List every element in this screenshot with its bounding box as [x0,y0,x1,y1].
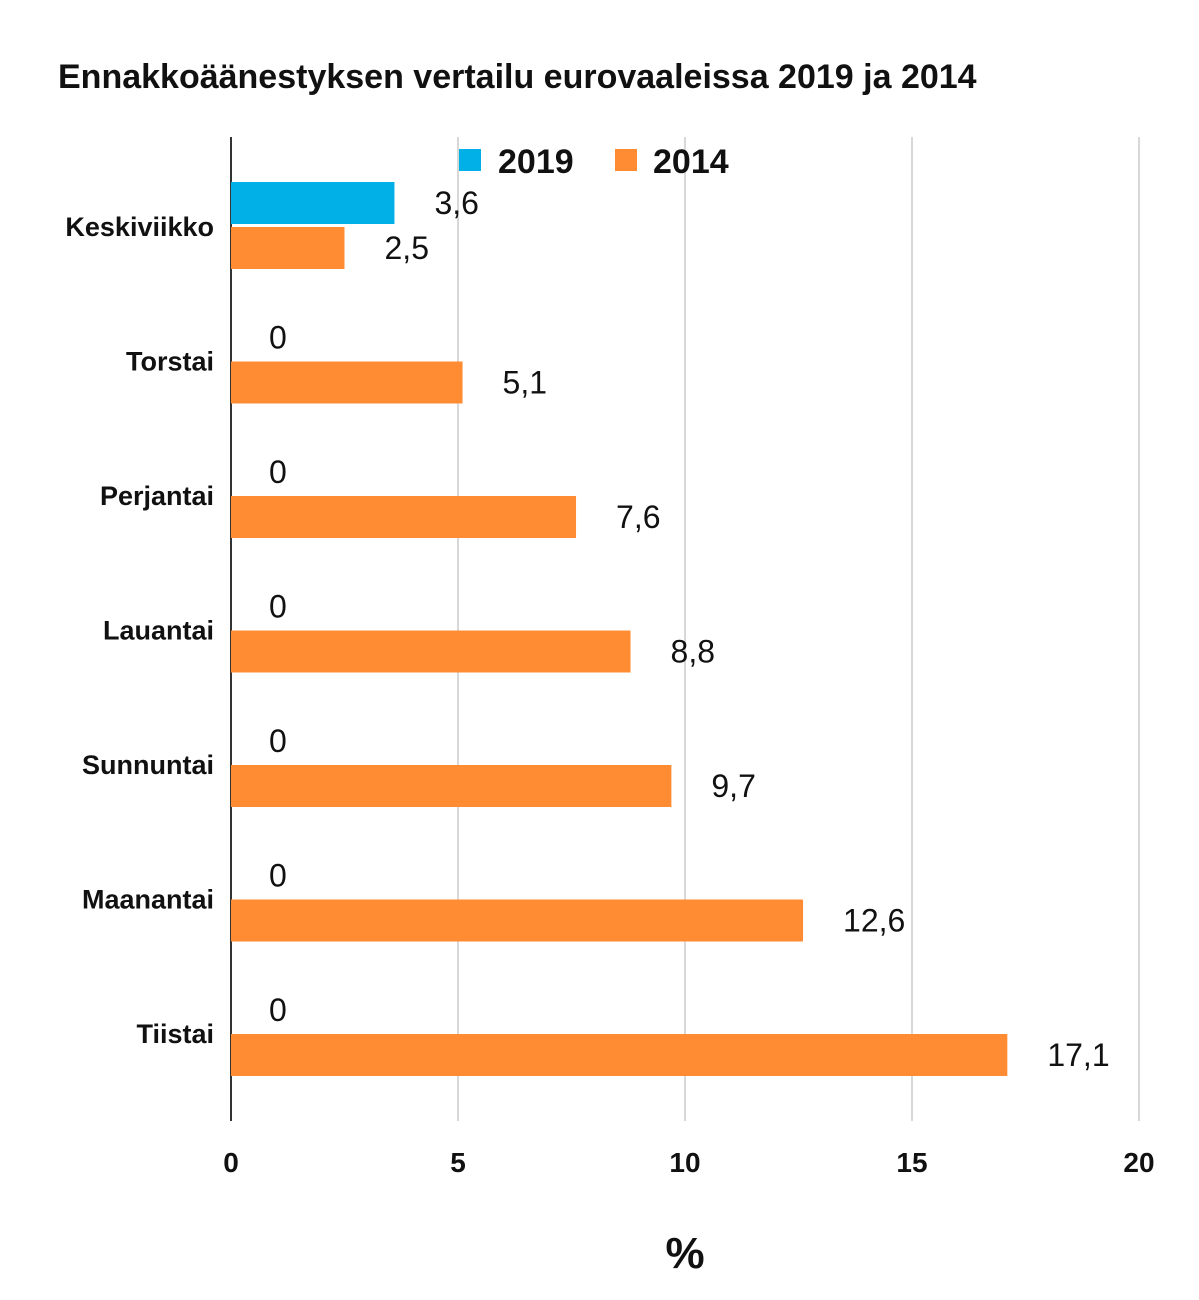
x-tick-label: 5 [450,1147,466,1178]
data-label-2019: 0 [269,723,287,759]
data-label-2019: 3,6 [434,185,478,221]
category-label: Keskiviikko [65,212,214,242]
data-label-2014: 12,6 [843,903,905,939]
bars [231,182,1008,1076]
legend-swatch-2019 [459,149,481,171]
bar-2014 [231,496,577,538]
category-labels: Keskiviikko Torstai Perjantai Lauantai Sunnu… [65,212,214,1049]
chart-title: Ennakkoäänestyksen vertailu eurovaaleiss… [58,58,977,96]
bar-2014 [231,227,345,269]
bar-2014 [231,1034,1008,1076]
bar-2014 [231,765,672,807]
legend-label-2019: 2019 [498,143,574,181]
bar-2019 [231,182,395,224]
data-labels: 3,62,5 0 5,1 0 7,6 0 8,8 0 9,7 0 12,6 0 17,1 [269,185,1110,1073]
data-label-2019: 0 [269,454,287,490]
x-tick-label: 10 [669,1147,700,1178]
x-axis-title: % [665,1229,704,1278]
data-label-2014: 9,7 [711,768,755,804]
data-label-2014: 8,8 [671,634,715,670]
data-label-2019: 0 [269,858,287,894]
data-label-2014: 5,1 [503,365,547,401]
bar-2014 [231,899,804,942]
data-label-2019: 0 [269,589,287,625]
x-tick-label: 20 [1123,1147,1154,1178]
data-label-2014: 7,6 [616,499,660,535]
category-label: Maanantai [82,885,214,915]
category-label: Tiistai [136,1019,214,1049]
legend-label-2014: 2014 [653,143,729,181]
bar-2014 [231,630,631,673]
data-label-2019: 0 [269,992,287,1028]
category-label: Torstai [126,347,214,377]
legend: 2019 2014 [459,143,729,181]
x-tick-labels: 0 5 10 15 20 [223,1147,1154,1178]
data-label-2014: 17,1 [1047,1037,1109,1073]
category-label: Lauantai [103,616,214,646]
data-label-2019: 0 [269,320,287,356]
x-tick-label: 0 [223,1147,239,1178]
category-label: Perjantai [100,481,214,511]
bar-2014 [231,361,463,404]
category-label: Sunnuntai [82,750,214,780]
x-tick-label: 15 [896,1147,927,1178]
gridlines [230,137,1140,1121]
data-label-2014: 2,5 [385,230,429,266]
legend-swatch-2014 [615,149,637,171]
